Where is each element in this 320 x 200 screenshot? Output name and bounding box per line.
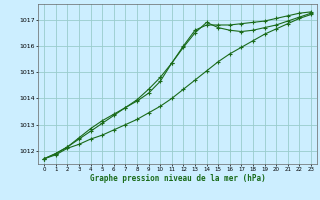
- X-axis label: Graphe pression niveau de la mer (hPa): Graphe pression niveau de la mer (hPa): [90, 174, 266, 183]
